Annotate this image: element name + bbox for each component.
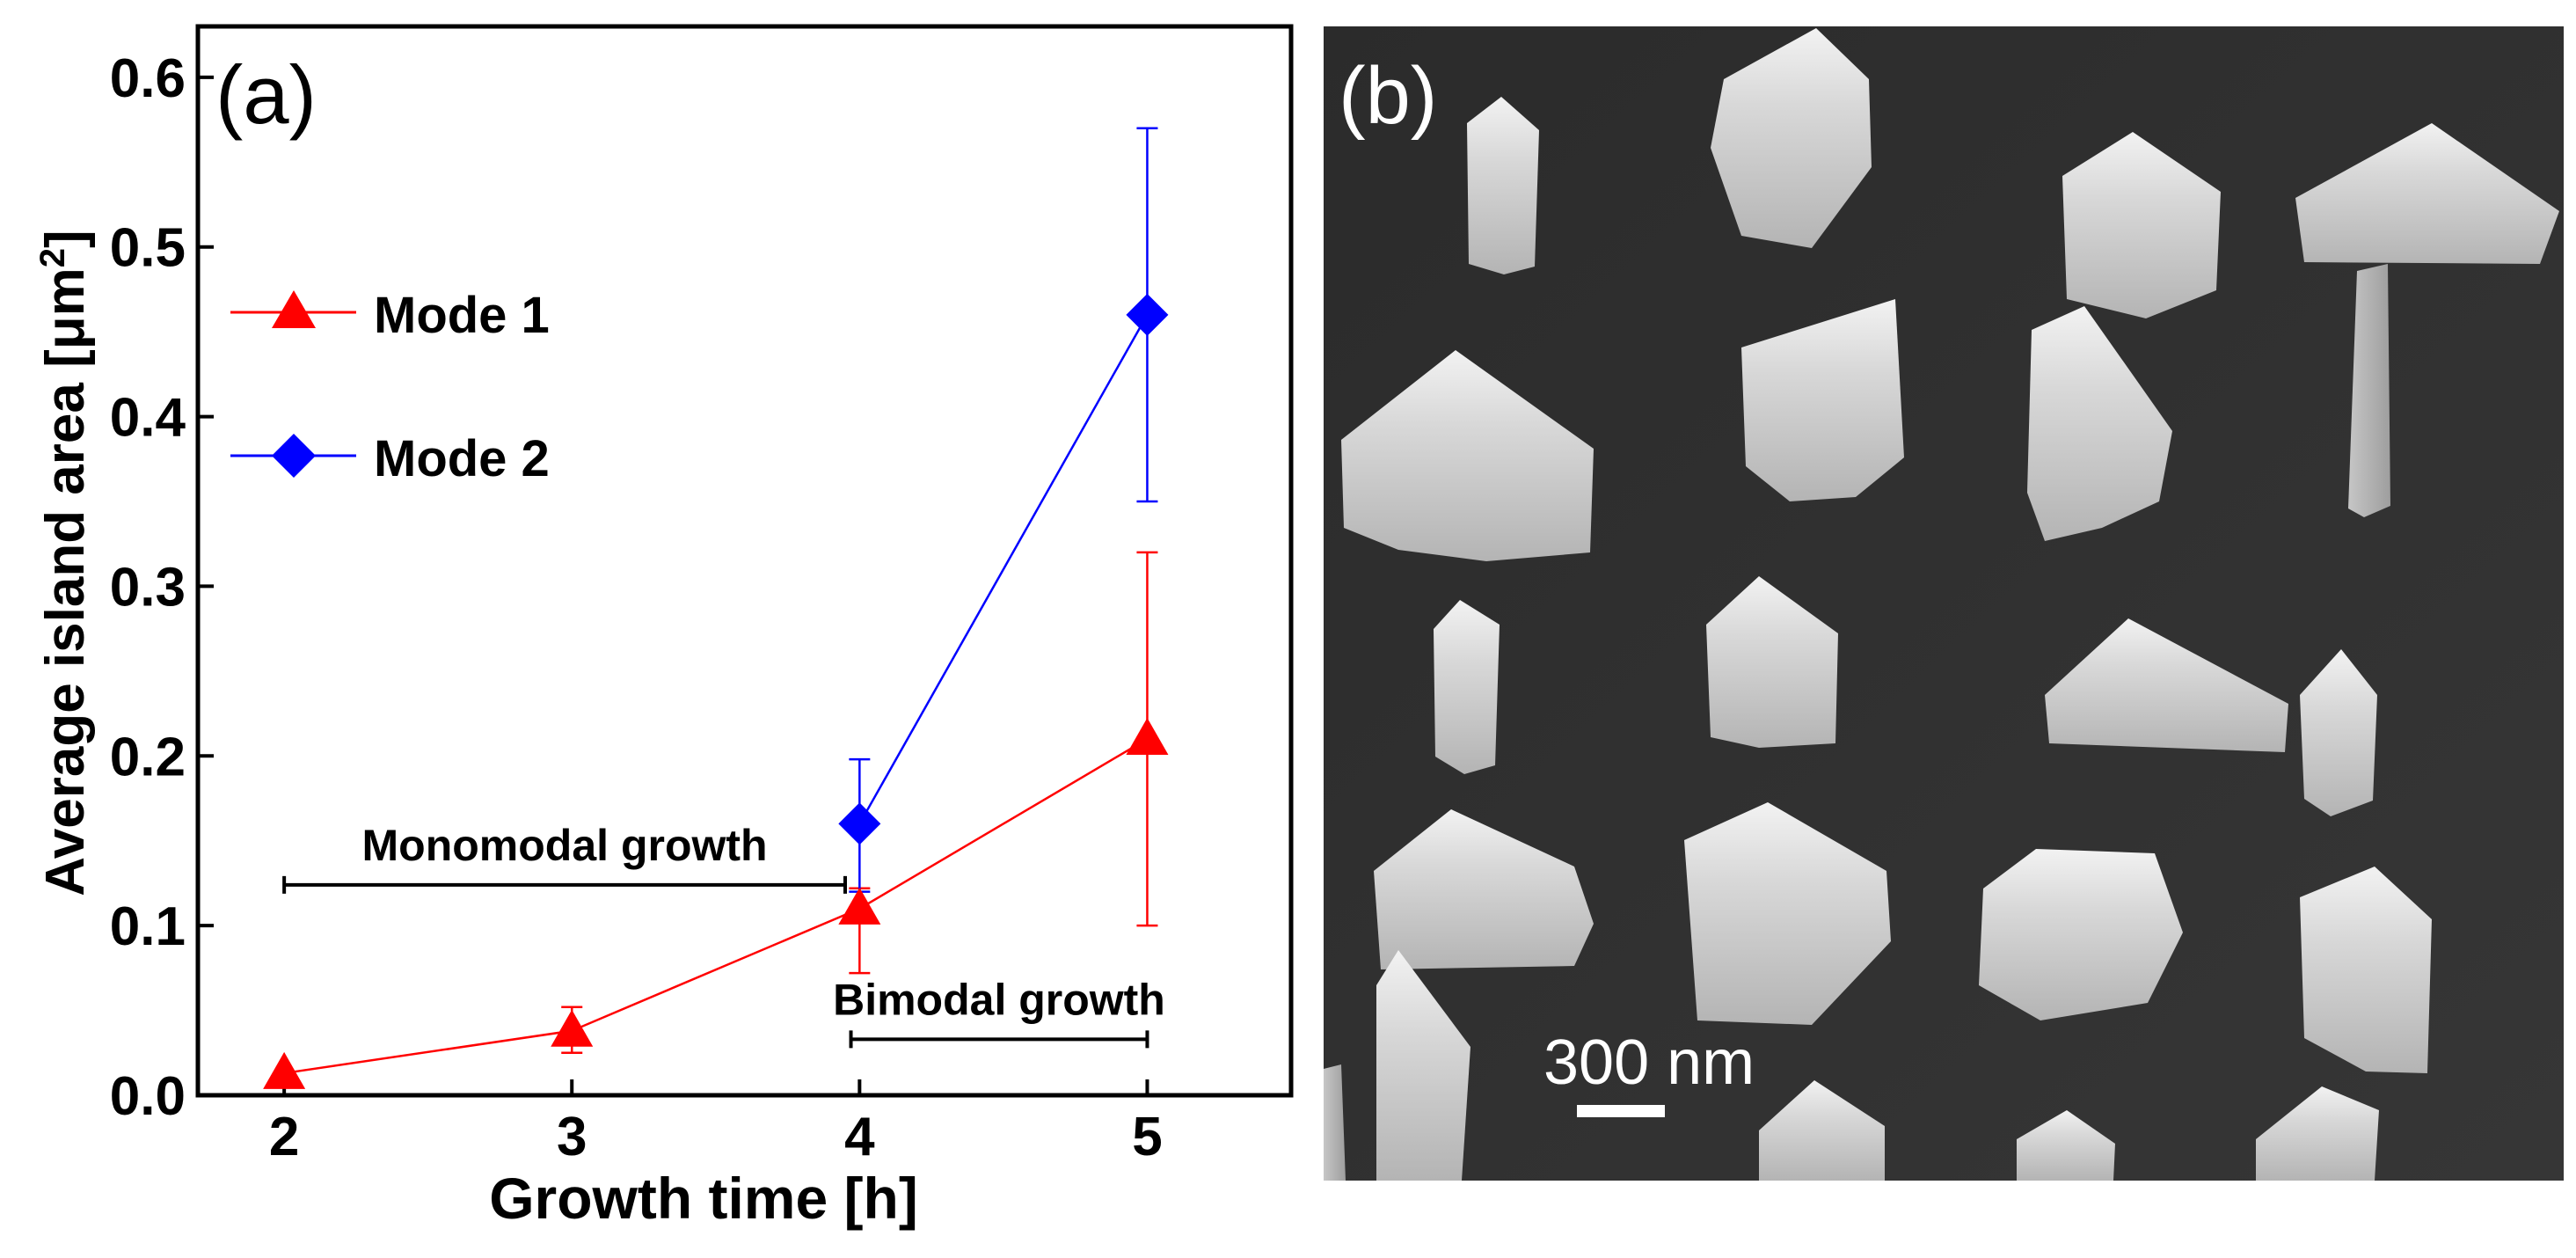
crystal-island: [2348, 264, 2390, 517]
y-axis-label: Average island area [μm2]: [33, 230, 96, 896]
data-point-mode-1: [1126, 718, 1169, 755]
y-tick-label: 0.0: [110, 1066, 186, 1127]
y-tick-label: 0.2: [110, 727, 186, 787]
crystal-island: [1684, 802, 1891, 1025]
x-axis-ticks: 2 3 4 5: [269, 1079, 1163, 1167]
crystal-island: [1467, 97, 1539, 274]
crystal-island: [2027, 306, 2172, 541]
series-markers: [263, 293, 1169, 1089]
x-tick-label: 4: [844, 1107, 875, 1167]
crystal-island: [2295, 123, 2559, 264]
y-tick-label: 0.3: [110, 557, 186, 618]
y-tick-label: 0.1: [110, 896, 186, 957]
crystal-island: [1376, 950, 1470, 1181]
crystal-island: [1711, 28, 1872, 248]
data-point-mode-2: [1126, 293, 1169, 336]
x-tick-label: 3: [557, 1107, 587, 1167]
crystal-island: [2017, 1110, 2115, 1181]
crystal-island: [1741, 299, 1904, 501]
annotation-label: Monomodal growth: [362, 821, 768, 870]
data-point-mode-1: [551, 1009, 594, 1047]
data-point-mode-2: [838, 802, 881, 845]
legend-label-mode-2: Mode 2: [374, 430, 550, 487]
crystal-island: [1979, 849, 2183, 1020]
scale-bar-label: 300 nm: [1543, 1028, 1755, 1098]
panel-label-a: (a): [215, 48, 317, 141]
crystal-island: [1374, 809, 1594, 969]
series-lines: [283, 314, 1149, 1075]
crystal-island: [1759, 1080, 1885, 1181]
x-axis-label: Growth time [h]: [489, 1166, 918, 1231]
data-point-mode-1: [263, 1051, 306, 1089]
annotations: Monomodal growth Bimodal growth: [282, 821, 1165, 1049]
series-error-bars: [274, 127, 1158, 1075]
series-line-1: [283, 737, 1149, 1075]
panel-label-b: (b): [1339, 51, 1437, 141]
data-point-mode-1: [838, 887, 881, 925]
y-axis-ticks: 0.0 0.1 0.2 0.3 0.4 0.5 0.6: [110, 48, 214, 1127]
crystal-island: [2256, 1086, 2379, 1181]
sem-image-panel-b: (b) 300 nm: [1324, 26, 2564, 1181]
crystal-island: [1324, 1064, 1346, 1181]
crystal-island: [2300, 867, 2432, 1073]
crystal-island: [1706, 576, 1838, 748]
x-tick-label: 2: [269, 1107, 299, 1167]
crystal-island: [1434, 600, 1500, 774]
legend-marker-mode-1: [272, 290, 316, 328]
plot-frame: [195, 24, 1294, 1098]
chart-panel-a: (a) 0.0 0.1 0.2 0.3 0.4 0.5 0.6 2 3 4 5 Growth ti…: [33, 24, 1294, 1231]
legend-marker-mode-2: [272, 434, 316, 478]
crystal-island: [1341, 350, 1594, 561]
annotation-label: Bimodal growth: [833, 975, 1165, 1024]
legend: Mode 1 Mode 2: [230, 287, 550, 487]
y-tick-label: 0.5: [110, 218, 186, 279]
y-tick-label: 0.6: [110, 48, 186, 109]
scale-bar: [1577, 1105, 1665, 1117]
y-tick-label: 0.4: [110, 388, 186, 449]
legend-label-mode-1: Mode 1: [374, 287, 550, 344]
crystal-island: [2045, 618, 2288, 752]
crystal-island: [2300, 649, 2377, 816]
crystal-island: [2062, 132, 2221, 318]
crystal-islands: [1324, 28, 2559, 1181]
series-line-2: [858, 314, 1149, 825]
x-tick-label: 5: [1132, 1107, 1162, 1167]
